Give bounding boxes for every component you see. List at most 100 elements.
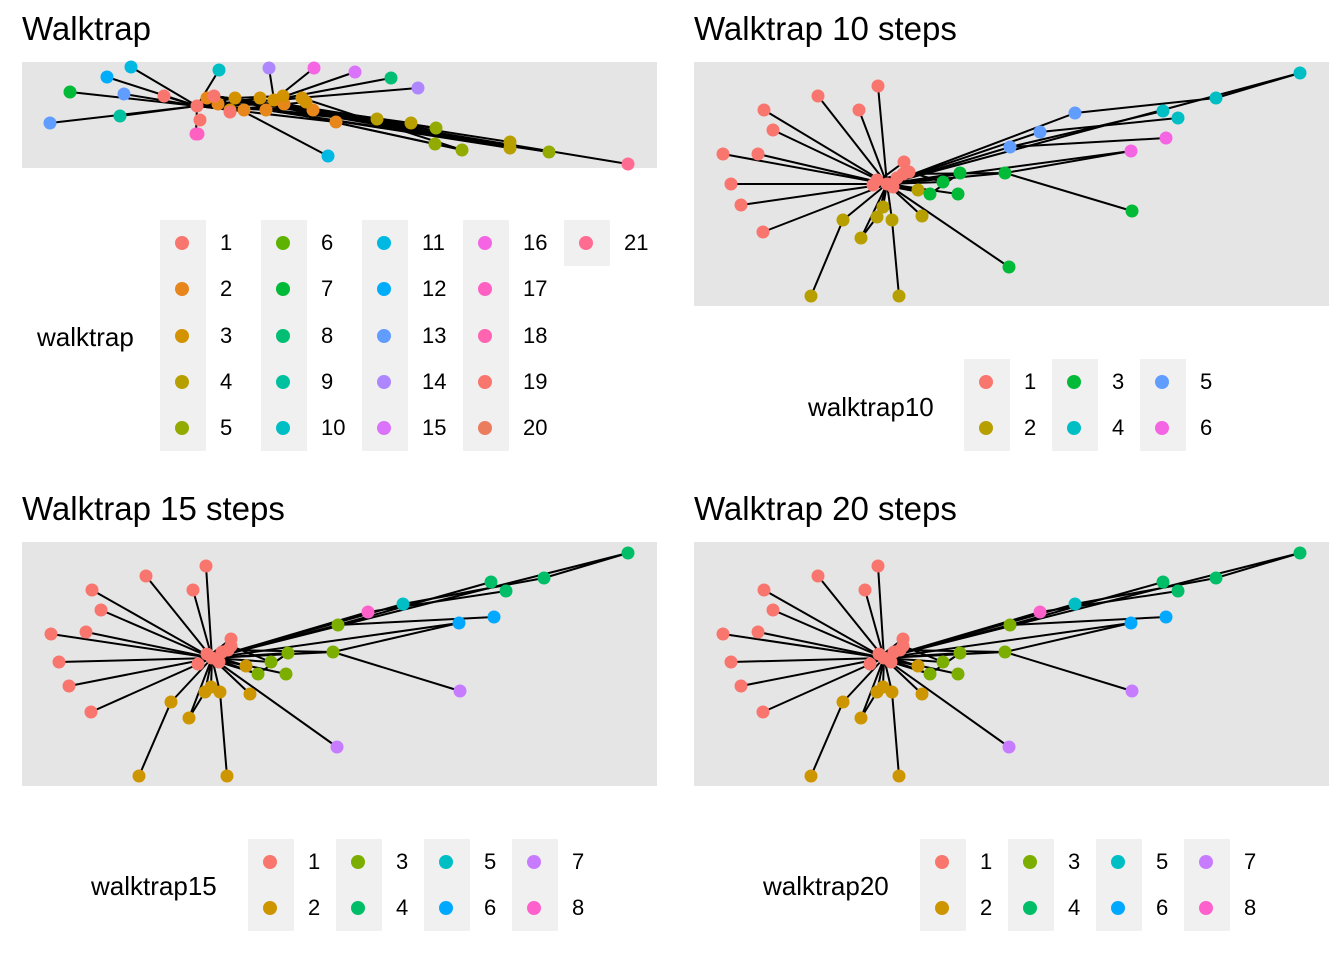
panel-3-node <box>200 647 214 661</box>
panel-1-legend-label: 5 <box>220 414 233 440</box>
panel-1-network-graph <box>43 60 635 171</box>
panel-4-edge <box>877 565 885 659</box>
panel-4-legend-label: 1 <box>980 849 993 874</box>
panel-1-node <box>193 113 207 127</box>
panel-2-edge <box>817 95 888 185</box>
panel-2-node <box>876 200 890 214</box>
panel-2-node <box>724 177 738 191</box>
panel-3-legend-label: 7 <box>572 849 585 874</box>
panel-1-legend-key <box>478 420 492 435</box>
panel-2-edge <box>858 109 888 185</box>
panel-3-edge <box>337 616 495 626</box>
panel-1-node <box>124 60 138 74</box>
panel-1-legend-key <box>276 236 290 251</box>
panel-1-edge <box>130 66 198 107</box>
panel-3-edge <box>211 552 629 659</box>
panel-4-edge <box>762 657 885 713</box>
panel-2-node <box>804 289 818 303</box>
panel-2-edge <box>886 183 1010 268</box>
panel-2-edge <box>1004 150 1132 174</box>
panel-4-node <box>804 769 818 783</box>
panel-4-node <box>1159 610 1173 624</box>
panel-3-legend-key <box>351 855 365 869</box>
panel-3-edge <box>543 552 629 579</box>
panel-3-edge <box>138 701 172 777</box>
panel-2-edge <box>886 112 1076 185</box>
panel-1-title: Walktrap <box>22 10 151 47</box>
panel-3-node <box>182 711 196 725</box>
panel-3-node <box>243 687 257 701</box>
panel-3-node <box>220 769 234 783</box>
panel-4-edge <box>1009 616 1167 626</box>
panel-3-node <box>186 583 200 597</box>
panel-4-legend-key <box>1023 855 1037 869</box>
panel-2-legend-key <box>1067 375 1081 389</box>
panel-2-edge <box>757 153 888 185</box>
panel-3-node <box>191 657 205 671</box>
panel-4-edge <box>730 657 885 663</box>
panel-3-node <box>164 695 178 709</box>
panel-3-node <box>198 685 212 699</box>
panel-2-node <box>892 289 906 303</box>
panel-3-node <box>537 571 551 585</box>
panel-4-legend-column <box>1184 839 1230 931</box>
panel-4-node <box>951 667 965 681</box>
panel-2-node <box>811 89 825 103</box>
panel-4-edge <box>1004 651 1133 692</box>
panel-1-legend-key <box>175 236 189 251</box>
panel-2-node <box>1033 125 1047 139</box>
panel-3-edge <box>100 609 213 659</box>
panel-4-title: Walktrap 20 steps <box>694 490 957 527</box>
panel-4-node <box>716 627 730 641</box>
panel-4-edge <box>883 651 1006 659</box>
panel-1-node <box>370 112 384 126</box>
panel-4-node <box>870 685 884 699</box>
panel-1-node <box>404 116 418 130</box>
panel-2-legend-label: 1 <box>1024 369 1037 394</box>
panel-2-node <box>766 123 780 137</box>
panel-4-node <box>892 769 906 783</box>
panel-1-node <box>100 70 114 84</box>
panel-4-legend-label: 7 <box>1244 849 1257 874</box>
panel-2-legend-label: 4 <box>1112 415 1125 440</box>
panel-2-legend-title: walktrap10 <box>808 392 934 422</box>
panel-3-node <box>94 603 108 617</box>
panel-2-node <box>951 187 965 201</box>
panel-4-legend-key <box>1111 901 1125 915</box>
panel-2-node <box>871 79 885 93</box>
panel-3-edge <box>192 589 213 659</box>
panel-3-edge <box>230 645 272 663</box>
panel-1-node <box>43 116 57 130</box>
panel-3-legend-label: 2 <box>308 895 321 920</box>
panel-4-node <box>757 583 771 597</box>
panel-4-node <box>734 679 748 693</box>
panel-3-node <box>326 645 340 659</box>
panel-4-edge <box>890 661 931 675</box>
panel-4-edge <box>864 589 885 659</box>
panel-3-legend-key <box>439 901 453 915</box>
panel-1-node <box>455 143 469 157</box>
panel-2-edge <box>1009 110 1164 148</box>
panel-3-node <box>84 705 98 719</box>
panel-4-legend-label: 8 <box>1244 895 1257 920</box>
panel-2-node <box>885 213 899 227</box>
panel-4-node <box>836 695 850 709</box>
panel-1-node <box>63 85 77 99</box>
panel-2-edge <box>810 219 844 297</box>
panel-3-edge <box>337 581 492 626</box>
panel-3-edge <box>91 589 213 659</box>
panel-4-legend-key <box>1023 901 1037 915</box>
panel-2-node <box>902 165 916 179</box>
panel-1-legend-label: 4 <box>220 368 233 394</box>
panel-3-legend-column <box>248 839 294 931</box>
panel-4-node <box>863 657 877 671</box>
panel-2-node <box>915 209 929 223</box>
panel-4-edge <box>842 657 885 703</box>
panel-2-node <box>757 103 771 117</box>
panel-4-legend-column <box>1008 839 1054 931</box>
panel-4-legend-key <box>1111 855 1125 869</box>
panel-4-legend-column <box>1096 839 1142 931</box>
panel-2-node <box>836 213 850 227</box>
panel-2-legend-label: 2 <box>1024 415 1037 440</box>
panel-3-edge <box>145 575 213 659</box>
